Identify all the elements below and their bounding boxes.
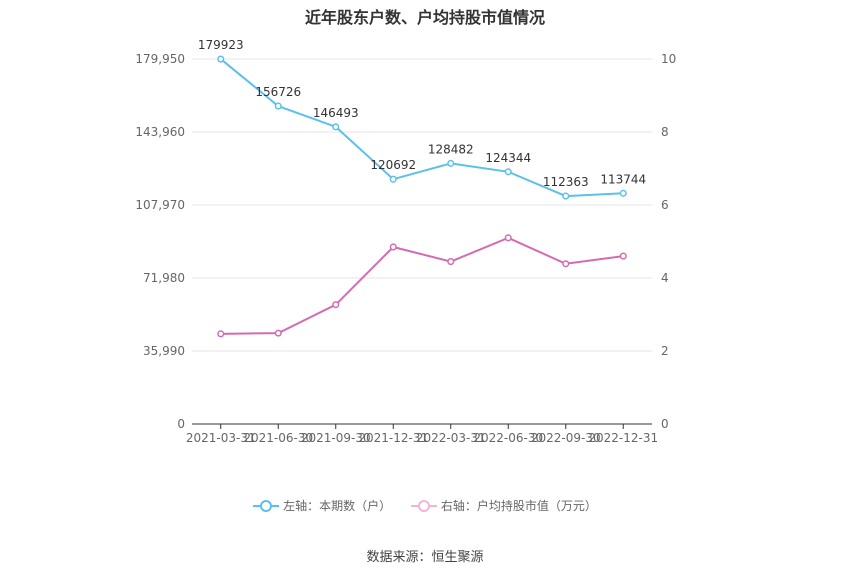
- legend-item-households[interactable]: 左轴：本期数（户）: [253, 497, 391, 514]
- data-point: [504, 234, 512, 242]
- data-point: [332, 123, 340, 131]
- data-label: 179923: [198, 38, 244, 52]
- y-left-tick-label: 179,950: [135, 52, 185, 66]
- data-point: [504, 168, 512, 176]
- y-right-tick-label: 10: [661, 52, 676, 66]
- legend-marker-households-icon: [253, 499, 280, 513]
- legend-item-avg-value[interactable]: 右轴：户均持股市值（万元）: [410, 497, 597, 514]
- chart-title: 近年股东户数、户均持股市值情况: [304, 8, 545, 27]
- data-point: [217, 55, 225, 63]
- data-point: [562, 260, 570, 268]
- y-left-tick-label: 143,960: [135, 125, 185, 139]
- data-label: 120692: [370, 158, 416, 172]
- x-tick-label: 2022-06-30: [473, 431, 543, 445]
- source-note: 数据来源：恒生聚源: [366, 550, 484, 565]
- data-point: [274, 102, 282, 110]
- y-left-tick-label: 35,990: [143, 344, 185, 358]
- data-label: 156726: [255, 85, 301, 99]
- data-point: [389, 175, 397, 183]
- data-point: [619, 189, 627, 197]
- data-point: [274, 329, 282, 337]
- y-right-tick-label: 8: [661, 125, 669, 139]
- x-tick-label: 2021-09-30: [301, 431, 371, 445]
- data-point: [447, 159, 455, 167]
- legend-label-households: 左轴：本期数（户）: [283, 499, 392, 513]
- data-point: [332, 301, 340, 309]
- series-line-1: [220, 236, 624, 335]
- data-label: 113744: [600, 172, 646, 186]
- legend: 左轴：本期数（户） 右轴：户均持股市值（万元）: [0, 497, 850, 516]
- y-right-tick-label: 6: [661, 198, 669, 212]
- legend-label-avg-value: 右轴：户均持股市值（万元）: [440, 499, 597, 513]
- y-right-tick-label: 2: [661, 344, 669, 358]
- y-left-tick-label: 0: [177, 417, 185, 431]
- x-tick-label: 2022-12-31: [588, 431, 658, 445]
- x-tick-label: 2022-09-30: [531, 431, 601, 445]
- legend-marker-avg-value-icon: [410, 499, 437, 513]
- x-tick-label: 2022-03-31: [416, 431, 486, 445]
- x-tick-label: 2021-12-31: [358, 431, 428, 445]
- data-label: 146493: [313, 106, 359, 120]
- data-label: 128482: [428, 142, 474, 156]
- y-right-tick-label: 0: [661, 417, 669, 431]
- data-point: [562, 192, 570, 200]
- y-right-tick-label: 4: [661, 271, 669, 285]
- y-left-tick-label: 107,970: [135, 198, 185, 212]
- data-label: 124344: [485, 151, 531, 165]
- data-point: [389, 243, 397, 251]
- y-left-tick-label: 71,980: [143, 271, 185, 285]
- x-tick-label: 2021-06-30: [243, 431, 313, 445]
- series-line-0: [220, 58, 624, 198]
- data-label: 112363: [543, 175, 589, 189]
- data-point: [619, 252, 627, 260]
- data-point: [447, 258, 455, 266]
- x-tick-label: 2021-03-31: [186, 431, 256, 445]
- data-point: [217, 330, 225, 338]
